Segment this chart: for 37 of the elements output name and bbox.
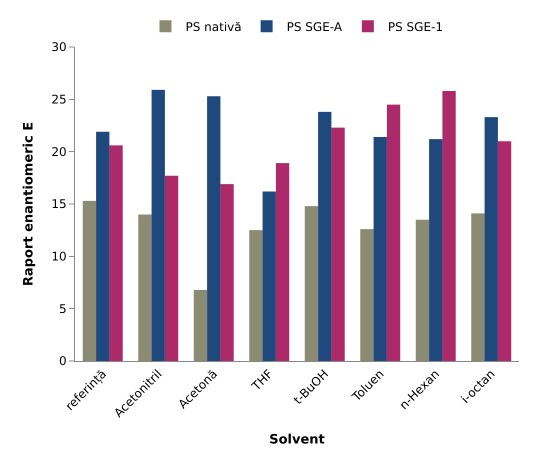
bar [262, 191, 276, 361]
bar [249, 230, 263, 361]
y-tick-label: 30 [51, 40, 67, 54]
bar [360, 229, 374, 361]
legend-label: PS nativă [186, 20, 242, 34]
y-tick-label: 5 [58, 302, 67, 316]
bar [152, 90, 165, 361]
bar [386, 104, 400, 361]
bar [498, 141, 512, 361]
bar [96, 132, 110, 361]
bar [318, 112, 332, 361]
bar [304, 206, 318, 361]
bar [109, 145, 123, 361]
y-tick-label: 25 [51, 92, 67, 107]
x-axis-title: Solvent [269, 432, 325, 448]
y-tick-label: 0 [58, 354, 67, 368]
bar [276, 163, 290, 361]
bar [164, 176, 178, 361]
y-tick-label: 10 [51, 250, 67, 264]
y-axis-title: Raport enantiomeric E [21, 122, 36, 286]
y-tick-label: 20 [51, 144, 67, 159]
bar [194, 290, 208, 361]
bar [138, 214, 152, 361]
bar [471, 213, 485, 361]
y-tick-label: 15 [51, 197, 67, 212]
bar [416, 220, 430, 361]
bar [374, 137, 387, 361]
bar [429, 139, 442, 361]
bar [331, 128, 345, 361]
x-tick-label: THF [248, 366, 276, 394]
bar [207, 96, 220, 361]
bar [442, 90, 456, 361]
bar [484, 117, 498, 361]
bar [82, 200, 96, 361]
legend-label: PS SGE-1 [388, 20, 443, 34]
bar [220, 184, 234, 361]
legend-label: PS SGE-A [286, 20, 343, 34]
